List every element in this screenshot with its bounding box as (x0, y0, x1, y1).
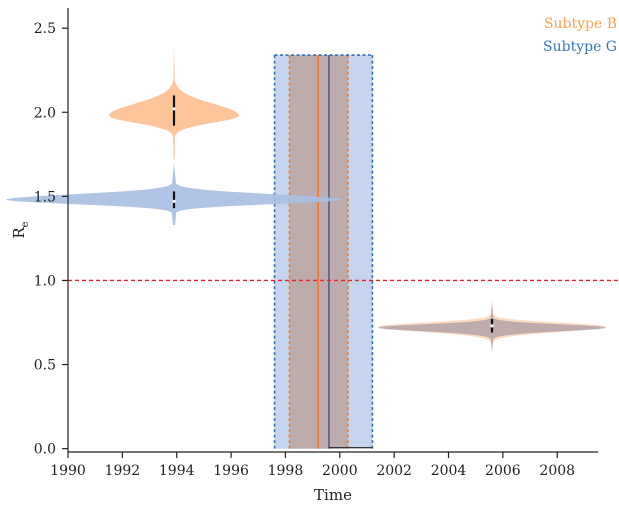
median-marker-subtype-b-1 (172, 107, 176, 111)
x-axis-title: Time (314, 486, 352, 504)
y-tick-label-2.5: 2.5 (34, 21, 56, 37)
x-tick-label-1996: 1996 (213, 463, 249, 479)
y-axis-title-main: R (10, 227, 28, 239)
x-tick-label-2002: 2002 (376, 463, 412, 479)
plot-area (6, 45, 618, 449)
legend-entry-subtype-b: Subtype B (544, 16, 617, 32)
median-marker-subtype-g-2 (490, 324, 494, 328)
y-tick-label-1.5: 1.5 (34, 189, 56, 205)
x-axis-ticks: 1990 1992 1994 1996 1998 2000 2002 2004 2006 2008 (50, 452, 575, 479)
x-tick-label-2008: 2008 (539, 463, 575, 479)
x-tick-label-1992: 1992 (105, 463, 141, 479)
legend: Subtype B Subtype G (543, 16, 617, 55)
y-tick-label-2.0: 2.0 (34, 105, 56, 121)
median-marker-subtype-g-1 (172, 199, 176, 204)
axes: 1990 1992 1994 1996 1998 2000 2002 2004 2006 2008… (34, 8, 598, 479)
x-tick-label-1998: 1998 (268, 463, 304, 479)
y-tick-label-1.0: 1.0 (34, 273, 56, 289)
x-tick-label-2000: 2000 (322, 463, 358, 479)
y-axis-title: Re (10, 221, 31, 238)
y-axis-title-subscript: e (20, 221, 31, 227)
y-tick-label-0.0: 0.0 (34, 442, 56, 458)
x-tick-label-2006: 2006 (485, 463, 521, 479)
y-tick-label-0.5: 0.5 (34, 358, 56, 374)
x-tick-label-1990: 1990 (50, 463, 86, 479)
y-axis-ticks: 0.0 0.5 1.0 1.5 2.0 2.5 (34, 21, 68, 458)
legend-entry-subtype-g: Subtype G (543, 39, 617, 55)
x-tick-label-2004: 2004 (431, 463, 467, 479)
x-tick-label-1994: 1994 (159, 463, 195, 479)
